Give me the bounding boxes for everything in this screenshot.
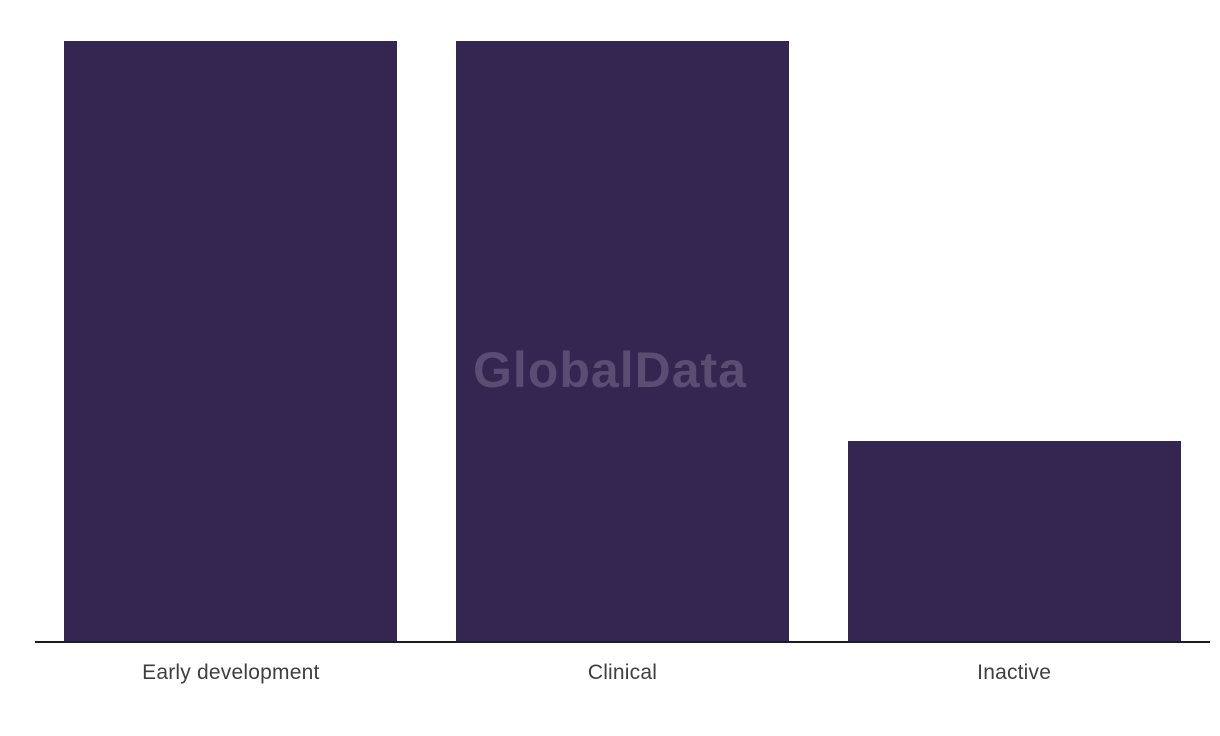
bar-clinical (456, 41, 789, 641)
bar-early-development (64, 41, 398, 641)
x-axis-line (35, 641, 1210, 643)
x-tick-label-early-development: Early development (142, 661, 320, 684)
x-tick-label-inactive: Inactive (977, 661, 1052, 684)
bar-inactive (847, 441, 1181, 641)
x-tick-label-clinical: Clinical (587, 661, 658, 684)
